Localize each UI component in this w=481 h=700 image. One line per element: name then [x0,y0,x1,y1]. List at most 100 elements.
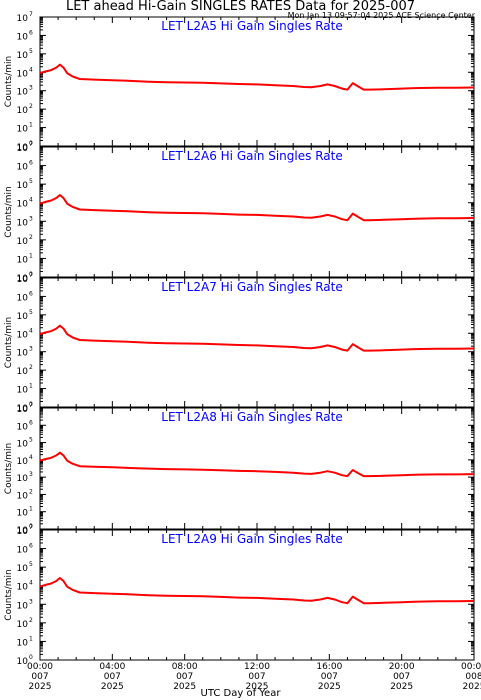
y-tick-label: 10 [17,349,29,359]
y-tick-exponent: 2 [29,103,33,110]
y-tick-exponent: 3 [29,471,33,478]
x-tick-label: 12:00 [244,662,270,672]
y-tick-exponent: 4 [29,327,33,334]
y-axis-label: Counts/min [4,56,14,107]
y-tick-exponent: 7 [29,402,33,409]
y-tick-exponent: 5 [29,437,33,444]
y-tick-label: 10 [17,386,29,396]
x-tick-label: 20:00 [389,662,415,672]
y-tick-label: 10 [17,564,29,574]
y-tick-label: 10 [17,583,29,593]
y-tick-label: 10 [17,88,29,98]
y-tick-exponent: 5 [29,561,33,568]
y-tick-label: 10 [17,293,29,303]
y-tick-exponent: 3 [29,85,33,92]
y-tick-label: 10 [17,200,29,210]
panel-title: LET L2A9 Hi Gain Singles Rate [161,532,342,546]
y-tick-exponent: 2 [29,617,33,624]
y-tick-exponent: 4 [29,66,33,73]
y-tick-exponent: 4 [29,197,33,204]
y-tick-label: 10 [17,457,29,467]
series-line [39,324,475,352]
y-tick-label: 10 [17,275,29,285]
y-tick-exponent: 7 [29,11,33,18]
x-tick-label: 2025 [101,682,124,692]
y-axis-label: Counts/min [4,186,14,237]
y-tick-label: 10 [17,218,29,228]
generation-timestamp: Mon Jan 13 09:57:04 2025 ACE Science Cen… [287,11,475,20]
y-tick-exponent: 7 [29,524,33,531]
y-tick-label: 10 [17,546,29,556]
y-tick-exponent: 6 [29,29,33,36]
y-tick-label: 10 [17,620,29,630]
y-tick-label: 10 [17,237,29,247]
y-tick-exponent: 7 [29,272,33,279]
plot-frame [39,407,475,530]
y-tick-label: 10 [17,163,29,173]
x-tick-label: 00:00 [27,662,53,672]
x-tick-label: 08:00 [172,662,198,672]
panel-title: LET L2A5 Hi Gain Singles Rate [161,19,342,33]
y-tick-label: 10 [17,255,29,265]
y-tick-exponent: 7 [29,141,33,148]
y-tick-label: 10 [17,144,29,154]
x-tick-label: 2025 [173,682,196,692]
y-tick-label: 10 [17,422,29,432]
y-tick-label: 10 [17,491,29,501]
series-line [39,577,475,605]
y-tick-exponent: 5 [29,309,33,316]
x-tick-label: 007 [31,672,48,682]
y-tick-exponent: 6 [29,543,33,550]
x-tick-label: 007 [393,672,410,682]
y-tick-exponent: 0 [29,271,33,278]
series-line [39,63,475,91]
x-tick-label: 2025 [246,682,269,692]
y-axis-label: Counts/min [4,569,14,620]
y-tick-exponent: 2 [29,364,33,371]
y-tick-label: 10 [17,312,29,322]
y-tick-label: 10 [17,51,29,61]
y-tick-label: 10 [17,125,29,135]
plot-frame [39,529,475,661]
y-tick-label: 10 [17,69,29,79]
y-tick-exponent: 0 [29,654,33,661]
plot-frame [39,146,475,278]
x-tick-label: 04:00 [99,662,125,672]
series-line [39,194,475,222]
y-tick-exponent: 6 [29,419,33,426]
y-tick-exponent: 4 [29,454,33,461]
y-tick-exponent: 2 [29,488,33,495]
y-axis-label: Counts/min [4,443,14,494]
y-tick-exponent: 3 [29,346,33,353]
x-axis-label: UTC Day of Year [200,688,281,699]
x-tick-label: 2025 [390,682,413,692]
x-tick-label: 007 [321,672,338,682]
x-tick-label: 007 [104,672,121,682]
y-tick-exponent: 3 [29,215,33,222]
y-tick-label: 10 [17,526,29,536]
y-tick-exponent: 1 [29,122,33,129]
y-tick-label: 10 [17,474,29,484]
x-tick-label: 00:00 [461,662,481,672]
y-tick-exponent: 5 [29,178,33,185]
y-tick-label: 10 [17,143,29,153]
plot-frame [39,277,475,408]
y-tick-label: 10 [17,601,29,611]
panel-title: LET L2A6 Hi Gain Singles Rate [161,149,342,163]
y-tick-label: 10 [17,440,29,450]
y-tick-label: 10 [17,367,29,377]
y-tick-label: 10 [17,14,29,24]
y-tick-exponent: 5 [29,48,33,55]
x-tick-label: 2025 [29,682,52,692]
y-tick-label: 10 [17,509,29,519]
y-tick-label: 10 [17,527,29,537]
y-tick-exponent: 6 [29,160,33,167]
plot-frame [39,16,475,147]
y-tick-exponent: 0 [29,523,33,530]
y-tick-label: 10 [17,330,29,340]
